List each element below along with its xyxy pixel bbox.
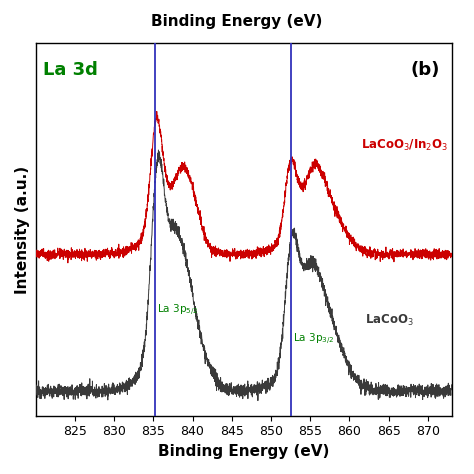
Y-axis label: Intensity (a.u.): Intensity (a.u.) (15, 165, 30, 294)
Text: LaCoO$_3$: LaCoO$_3$ (365, 313, 414, 328)
Text: La 3p$_{3/2}$: La 3p$_{3/2}$ (293, 331, 334, 346)
Text: La 3d: La 3d (44, 61, 98, 79)
X-axis label: Binding Energy (eV): Binding Energy (eV) (158, 444, 329, 459)
Text: Binding Energy (eV): Binding Energy (eV) (151, 14, 323, 29)
Text: LaCoO$_3$/In$_2$O$_3$: LaCoO$_3$/In$_2$O$_3$ (361, 138, 448, 153)
Text: (b): (b) (410, 61, 440, 79)
Text: La 3p$_{5/2}$: La 3p$_{5/2}$ (157, 303, 199, 319)
